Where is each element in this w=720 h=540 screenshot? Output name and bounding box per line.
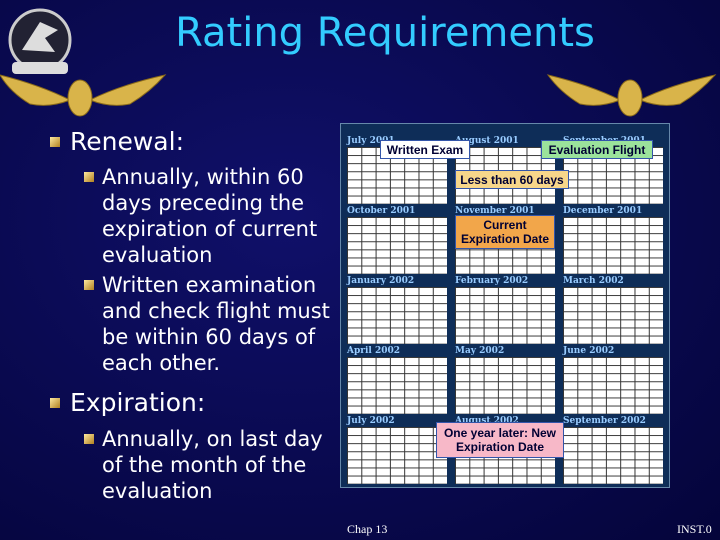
month-grid xyxy=(563,357,663,414)
month-grid xyxy=(563,217,663,274)
logo-banner xyxy=(12,62,68,74)
month: September 2002 xyxy=(561,416,665,486)
heading: Expiration: xyxy=(70,388,206,417)
logo-bird xyxy=(22,22,58,52)
bullet xyxy=(50,398,60,408)
month-grid xyxy=(347,427,447,484)
callout: Less than 60 days xyxy=(455,170,569,189)
footer-chapter: Chap 13 xyxy=(347,522,388,536)
callout: Current Expiration Date xyxy=(455,215,555,249)
month-grid xyxy=(563,287,663,344)
month-grid xyxy=(455,357,555,414)
month: June 2002 xyxy=(561,346,665,416)
month-name: August 2002 xyxy=(455,416,519,426)
month-grid xyxy=(563,427,663,484)
month-name: March 2002 xyxy=(563,276,624,286)
callout: One year later: New Expiration Date xyxy=(436,422,564,458)
heading: Renewal: xyxy=(70,127,184,156)
month-grid xyxy=(347,287,447,344)
title: Rating Requirements xyxy=(175,10,595,56)
month: January 2002 xyxy=(345,276,449,346)
month-grid xyxy=(347,217,447,274)
item: Written examination and check flight mus… xyxy=(102,273,330,375)
month-name: June 2002 xyxy=(563,346,615,356)
month-name: November 2001 xyxy=(455,206,535,216)
month-name: January 2002 xyxy=(347,276,415,286)
month: October 2001 xyxy=(345,206,449,276)
month-name: May 2002 xyxy=(455,346,505,356)
bullet xyxy=(84,280,94,290)
month: December 2001 xyxy=(561,206,665,276)
bullet xyxy=(84,434,94,444)
month: March 2002 xyxy=(561,276,665,346)
item: Annually, within 60 days preceding the e… xyxy=(102,165,318,267)
month-name: October 2001 xyxy=(347,206,416,216)
month-grid xyxy=(455,287,555,344)
bullet xyxy=(84,172,94,182)
month-name: August 2001 xyxy=(455,136,519,146)
wings xyxy=(0,74,717,117)
month-name: April 2002 xyxy=(347,346,401,356)
month-name: July 2001 xyxy=(347,136,395,146)
month: July 2002 xyxy=(345,416,449,486)
month: February 2002 xyxy=(453,276,557,346)
month: April 2002 xyxy=(345,346,449,416)
month-grid xyxy=(347,357,447,414)
month-name: December 2001 xyxy=(563,206,643,216)
month-name: July 2002 xyxy=(347,416,395,426)
bullet xyxy=(50,137,60,147)
month-name: September 2002 xyxy=(563,416,646,426)
callout: Evaluation Flight xyxy=(541,140,653,159)
month: May 2002 xyxy=(453,346,557,416)
month-name: February 2002 xyxy=(455,276,529,286)
item: Annually, on last day of the month of th… xyxy=(102,427,323,503)
callout: Written Exam xyxy=(380,140,470,159)
footer-right: INST.0 xyxy=(677,522,712,536)
